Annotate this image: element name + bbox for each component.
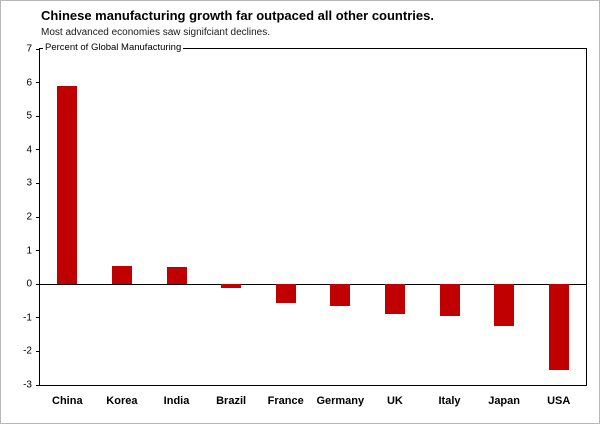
- bar-japan: [494, 284, 515, 327]
- y-tick-label: 0: [26, 278, 32, 290]
- x-tick-label-italy: Italy: [438, 395, 461, 407]
- y-tick-mark: [36, 250, 40, 252]
- y-tick-mark: [36, 149, 40, 151]
- y-tick-label: 2: [26, 211, 32, 223]
- x-tick-label-france: France: [267, 395, 304, 407]
- y-tick-mark: [36, 48, 40, 50]
- y-tick-mark: [36, 350, 40, 352]
- bar-india: [166, 267, 187, 285]
- y-tick-label: -2: [23, 345, 32, 357]
- y-tick-mark: [36, 283, 40, 285]
- y-tick-mark: [36, 384, 40, 386]
- bar-germany: [330, 284, 351, 307]
- y-tick-mark: [36, 216, 40, 218]
- y-axis-unit-label: Percent of Global Manufacturing: [43, 42, 184, 53]
- x-tick-label-korea: Korea: [106, 395, 138, 407]
- y-tick-label: -3: [23, 379, 32, 391]
- bar-korea: [111, 265, 132, 285]
- y-tick-mark: [36, 115, 40, 117]
- y-tick-mark: [36, 317, 40, 319]
- y-tick-label: 4: [26, 144, 32, 156]
- y-tick-label: 7: [26, 43, 32, 55]
- x-tick-label-uk: UK: [386, 395, 403, 407]
- x-tick-label-india: India: [163, 395, 190, 407]
- chart-subtitle: Most advanced economies saw signifciant …: [41, 27, 271, 38]
- x-tick-label-germany: Germany: [316, 395, 365, 407]
- bar-uk: [384, 284, 405, 315]
- x-tick-label-china: China: [52, 395, 83, 407]
- y-tick-label: 6: [26, 77, 32, 89]
- y-tick-label: 5: [26, 110, 32, 122]
- x-tick-label-brazil: Brazil: [216, 395, 247, 407]
- bar-china: [57, 85, 78, 285]
- y-tick-label: 1: [26, 245, 32, 257]
- y-tick-mark: [36, 82, 40, 84]
- zero-baseline: [40, 283, 586, 285]
- bar-usa: [548, 284, 569, 370]
- x-tick-label-usa: USA: [547, 395, 571, 407]
- bar-france: [275, 284, 296, 303]
- plot-area: -3 -2 -1 0 1 2 3 4 5 6 7 China Korea India Brazil Franc…: [23, 44, 587, 407]
- chart-title: Chinese manufacturing growth far outpace…: [41, 8, 434, 23]
- bar-brazil: [221, 284, 242, 288]
- x-tick-label-japan: Japan: [488, 395, 520, 407]
- bar-italy: [439, 284, 460, 317]
- y-tick-mark: [36, 182, 40, 184]
- y-tick-label: -1: [23, 312, 32, 324]
- y-tick-label: 3: [26, 177, 32, 189]
